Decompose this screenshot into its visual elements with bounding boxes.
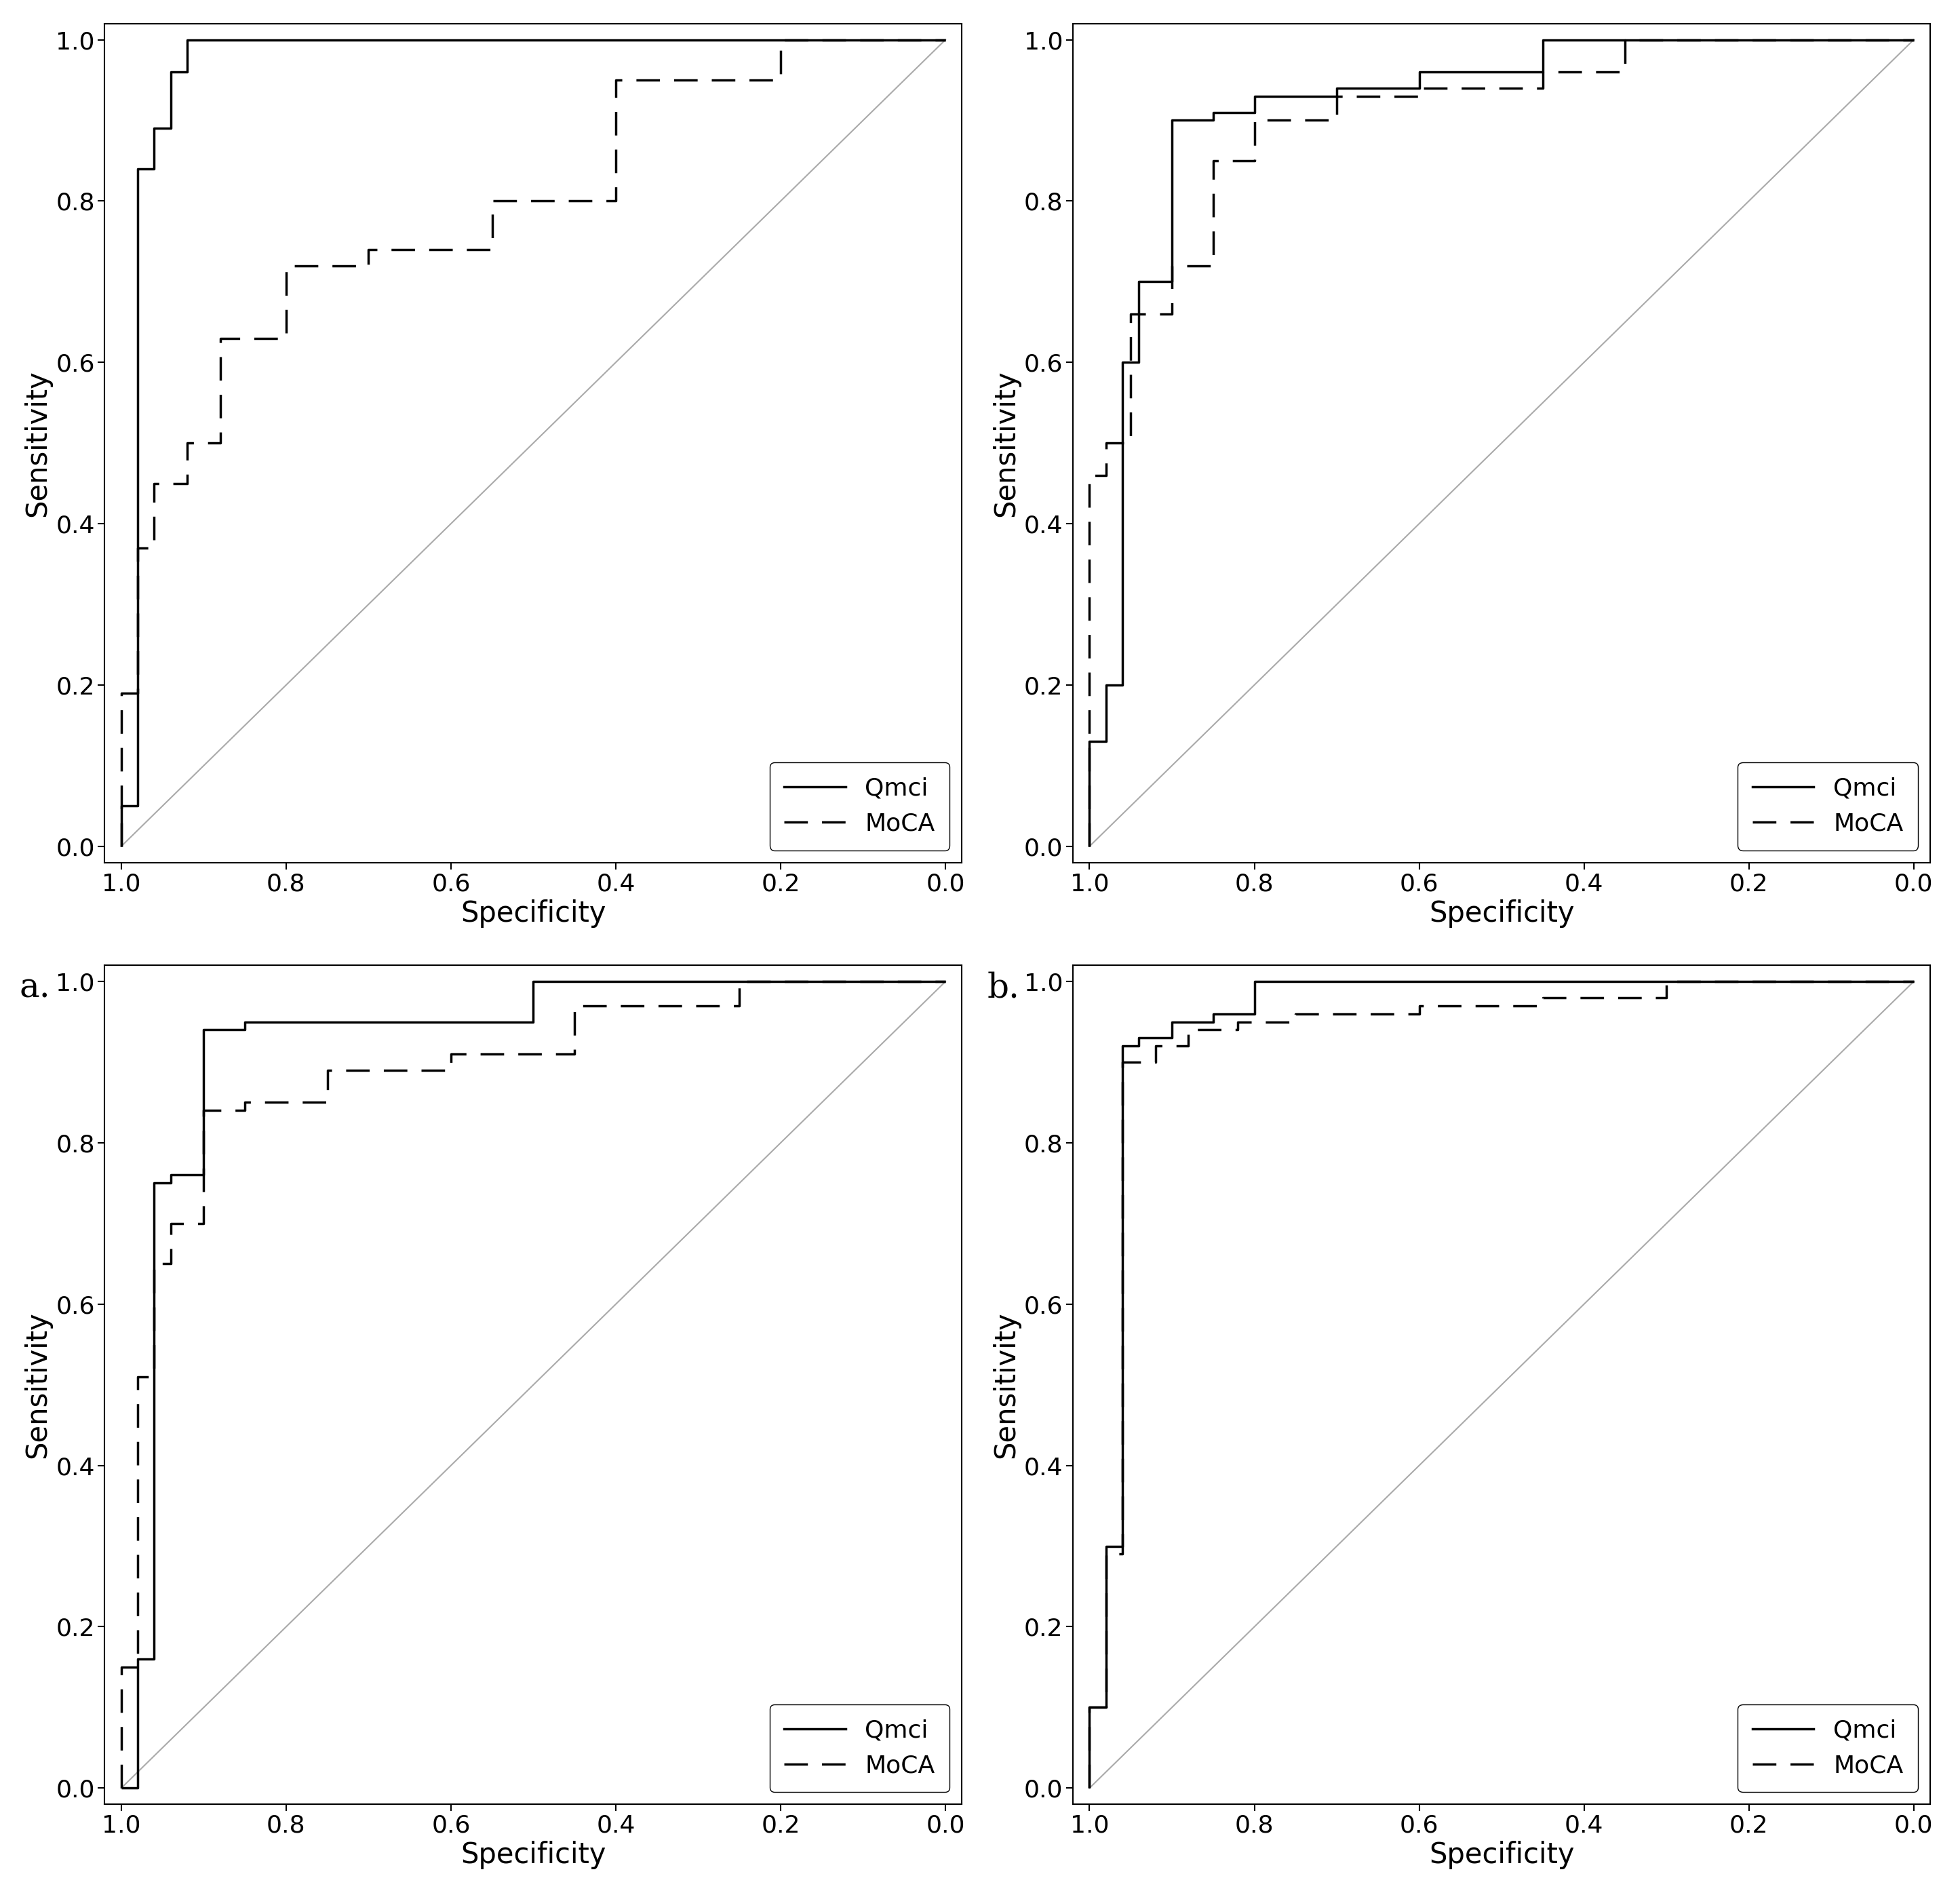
Legend: Qmci, MoCA: Qmci, MoCA: [770, 1704, 951, 1793]
Text: b.: b.: [988, 971, 1019, 1005]
Y-axis label: Sensitivity: Sensitivity: [24, 369, 53, 517]
Legend: Qmci, MoCA: Qmci, MoCA: [1739, 1704, 1919, 1793]
X-axis label: Specificity: Specificity: [1429, 899, 1574, 928]
Legend: Qmci, MoCA: Qmci, MoCA: [770, 763, 951, 850]
Y-axis label: Sensitivity: Sensitivity: [992, 1312, 1021, 1458]
X-axis label: Specificity: Specificity: [461, 1842, 606, 1870]
Text: a.: a.: [20, 971, 51, 1005]
X-axis label: Specificity: Specificity: [1429, 1842, 1574, 1870]
X-axis label: Specificity: Specificity: [461, 899, 606, 928]
Legend: Qmci, MoCA: Qmci, MoCA: [1739, 763, 1919, 850]
Y-axis label: Sensitivity: Sensitivity: [992, 369, 1021, 517]
Y-axis label: Sensitivity: Sensitivity: [24, 1312, 53, 1458]
